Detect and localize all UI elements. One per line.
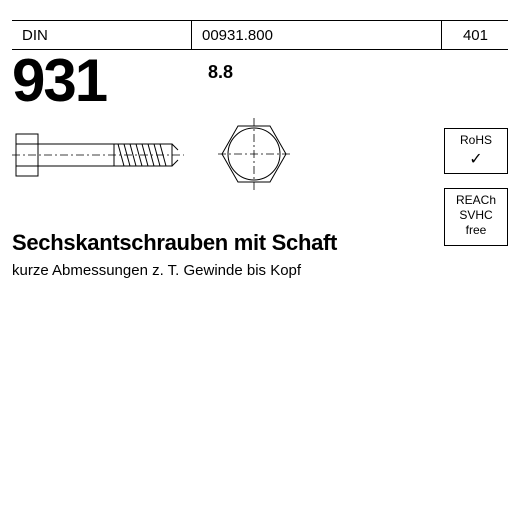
din-label: DIN xyxy=(22,27,48,44)
header-cell-right: 401 xyxy=(442,21,508,49)
code-value: 00931.800 xyxy=(202,27,273,44)
rohs-badge: RoHS ✓ xyxy=(444,128,508,174)
hex-head-icon xyxy=(218,118,290,190)
product-title: Sechskantschrauben mit Schaft xyxy=(12,230,337,256)
check-icon: ✓ xyxy=(447,150,505,170)
bolt-side-icon xyxy=(12,130,184,180)
header-cell-code: 00931.800 xyxy=(192,21,442,49)
header-cell-din: DIN xyxy=(12,21,192,49)
strength-grade: 8.8 xyxy=(208,62,233,83)
reach-line3: free xyxy=(447,223,505,238)
reach-badge: REACh SVHC free xyxy=(444,188,508,246)
reach-line2: SVHC xyxy=(447,208,505,223)
product-subtitle: kurze Abmessungen z. T. Gewinde bis Kopf xyxy=(12,262,301,279)
standard-number: 931 xyxy=(12,46,106,115)
rohs-label: RoHS xyxy=(460,133,492,147)
reach-line1: REACh xyxy=(447,193,505,208)
right-code-value: 401 xyxy=(463,27,488,44)
